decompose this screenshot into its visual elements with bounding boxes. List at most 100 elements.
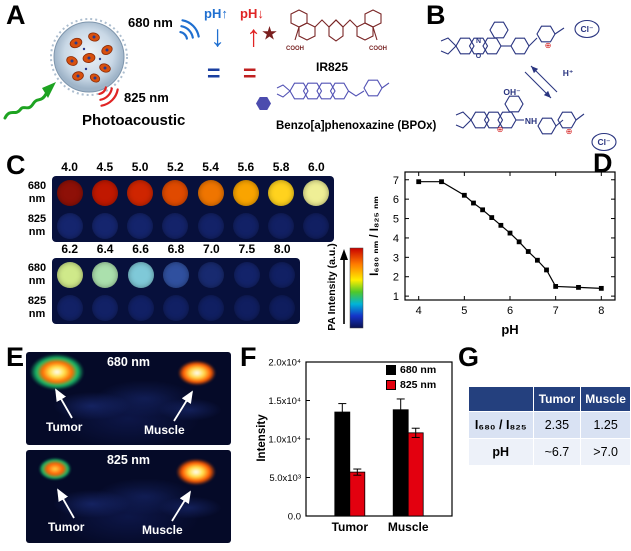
plotD-y-axis-label: I₆₈₀ ₙₘ / I₈₂₅ ₙₘ — [369, 196, 381, 276]
phantom-well — [91, 212, 118, 239]
photoacoustic-label: Photoacoustic — [82, 112, 186, 129]
phantom-strip-825-group2 — [52, 291, 300, 324]
plotD-x-axis-label: pH — [501, 322, 519, 337]
data-point — [480, 207, 486, 213]
ratio-vs-ph-line-plot: 4 5 6 7 8 1 2 3 4 5 6 7 — [393, 171, 616, 317]
ratio-muscle-value: 1.25 — [580, 411, 631, 439]
y-tick-label: 3 — [393, 252, 399, 264]
row-label-680-group1: 680 nm — [27, 180, 47, 205]
n-atom-label: N — [476, 38, 481, 45]
table-header-row: Tumor Muscle — [468, 386, 631, 412]
annotation-arrows-680 — [55, 388, 193, 422]
phantom-well — [268, 179, 295, 206]
wavelength-825-label: 825 nm — [124, 90, 169, 105]
phantom-well — [56, 179, 83, 206]
phantom-well — [162, 179, 189, 206]
nh-label: NH — [525, 116, 537, 126]
ph-value: 7.0 — [203, 242, 220, 256]
colorbar-label: PA Intensity (a.u.) — [326, 243, 338, 331]
x-tick-label: 5 — [461, 305, 467, 317]
phantom-well — [269, 261, 296, 288]
phantom-well — [92, 294, 119, 321]
table-header-tumor: Tumor — [532, 386, 582, 412]
table-header-muscle: Muscle — [580, 386, 631, 412]
legend-entry-680: 680 nm — [386, 364, 436, 376]
phantom-well — [162, 212, 189, 239]
phantom-well — [91, 179, 118, 206]
y-tick-label: 7 — [393, 175, 399, 187]
pa-image-825-label: 825 nm — [106, 453, 151, 467]
phantom-well — [56, 212, 83, 239]
data-point — [461, 192, 467, 198]
ph-value: 7.5 — [238, 242, 256, 256]
ph-value: 5.4 — [202, 160, 219, 174]
legend-swatch-825 — [386, 380, 396, 390]
data-point — [498, 222, 504, 228]
results-table: Tumor Muscle I₆₈₀ / I₈₂₅ 2.35 1.25 pH ~6… — [468, 386, 631, 466]
phantom-well — [268, 212, 295, 239]
ratio-tumor-value: 2.35 — [532, 411, 582, 439]
pa-image-825: 825 nm Tumor Muscle — [26, 450, 231, 543]
x-tick-label: 7 — [553, 305, 559, 317]
legend-label-825: 825 nm — [400, 379, 437, 391]
bpox-protonation-scheme: N O ⊕ ⊕ ⊕ Cl⁻ H⁺ OH⁻ NH Cl⁻ — [440, 19, 617, 152]
nanoparticle-illustration — [50, 18, 128, 96]
muscle-label-825: Muscle — [142, 523, 183, 537]
x-tick-label: 4 — [416, 305, 422, 317]
ir825-structure: COOH COOH — [286, 9, 387, 52]
phantom-well — [162, 294, 189, 321]
ph-down-label: pH↓ — [240, 6, 264, 21]
cl-minus-top-label: Cl⁻ — [581, 24, 594, 34]
ratio-row-header: I₆₈₀ / I₈₂₅ — [468, 411, 534, 439]
oh-minus-label: OH⁻ — [503, 87, 520, 97]
ph-value: 6.2 — [61, 242, 79, 256]
ph-scale-row-1: 4.0 4.5 5.0 5.2 5.4 5.6 5.8 6.0 — [52, 160, 334, 174]
tumor-label-680: Tumor — [46, 420, 83, 434]
y-tick-label: 6 — [393, 194, 399, 206]
dye-dots — [70, 35, 109, 80]
equals-right: = — [243, 60, 257, 86]
muscle-signal-spot — [174, 358, 220, 388]
y-tick-label: 2 — [393, 272, 399, 284]
signal-decrease-arrow: ↓ — [210, 20, 225, 53]
sound-waves-680-icon — [179, 19, 200, 40]
y-tick-label: 1.5x10⁴ — [268, 396, 301, 407]
data-point — [544, 267, 549, 273]
pa-image-680: 680 nm Tumor Muscle — [26, 352, 231, 445]
y-tick-label: 2.0x10⁴ — [268, 358, 301, 369]
o-atom-label: O — [476, 53, 482, 60]
panel-c-label: C — [6, 150, 26, 180]
category-label: Muscle — [388, 520, 429, 534]
legend-swatch-680 — [386, 365, 396, 375]
phantom-well — [56, 294, 83, 321]
panel-a-label: A — [6, 0, 26, 30]
category-label: Tumor — [332, 520, 369, 534]
ph-value: 6.0 — [308, 160, 325, 174]
ph-value: 8.0 — [273, 242, 291, 256]
phantom-well — [198, 261, 225, 288]
cl-minus-bottom-label: Cl⁻ — [598, 137, 611, 147]
pa-image-680-label: 680 nm — [106, 355, 151, 369]
phantom-well — [197, 179, 224, 206]
data-point — [471, 200, 476, 206]
panel-g-label: G — [458, 342, 480, 372]
ir825-name-label: IR825 — [316, 60, 349, 74]
data-point — [525, 249, 531, 254]
phantom-well — [303, 212, 330, 239]
phantom-well — [233, 294, 260, 321]
table-row-ratio: I₆₈₀ / I₈₂₅ 2.35 1.25 — [468, 411, 631, 439]
x-tick-label: 8 — [598, 305, 604, 317]
legend-label-680: 680 nm — [400, 364, 437, 376]
panel-b-label: B — [426, 0, 446, 30]
plotF-y-axis-label: Intensity — [256, 414, 268, 462]
phantom-well — [127, 179, 154, 206]
phantom-well — [92, 261, 119, 288]
y-tick-label: 1 — [393, 291, 399, 303]
equals-left: = — [207, 60, 221, 86]
h-plus-label: H⁺ — [563, 68, 574, 78]
data-point — [507, 230, 513, 236]
data-point — [534, 257, 540, 263]
phantom-strip-825-group1 — [52, 209, 334, 242]
phantom-well — [198, 294, 225, 321]
ph-value: 6.8 — [167, 242, 185, 256]
